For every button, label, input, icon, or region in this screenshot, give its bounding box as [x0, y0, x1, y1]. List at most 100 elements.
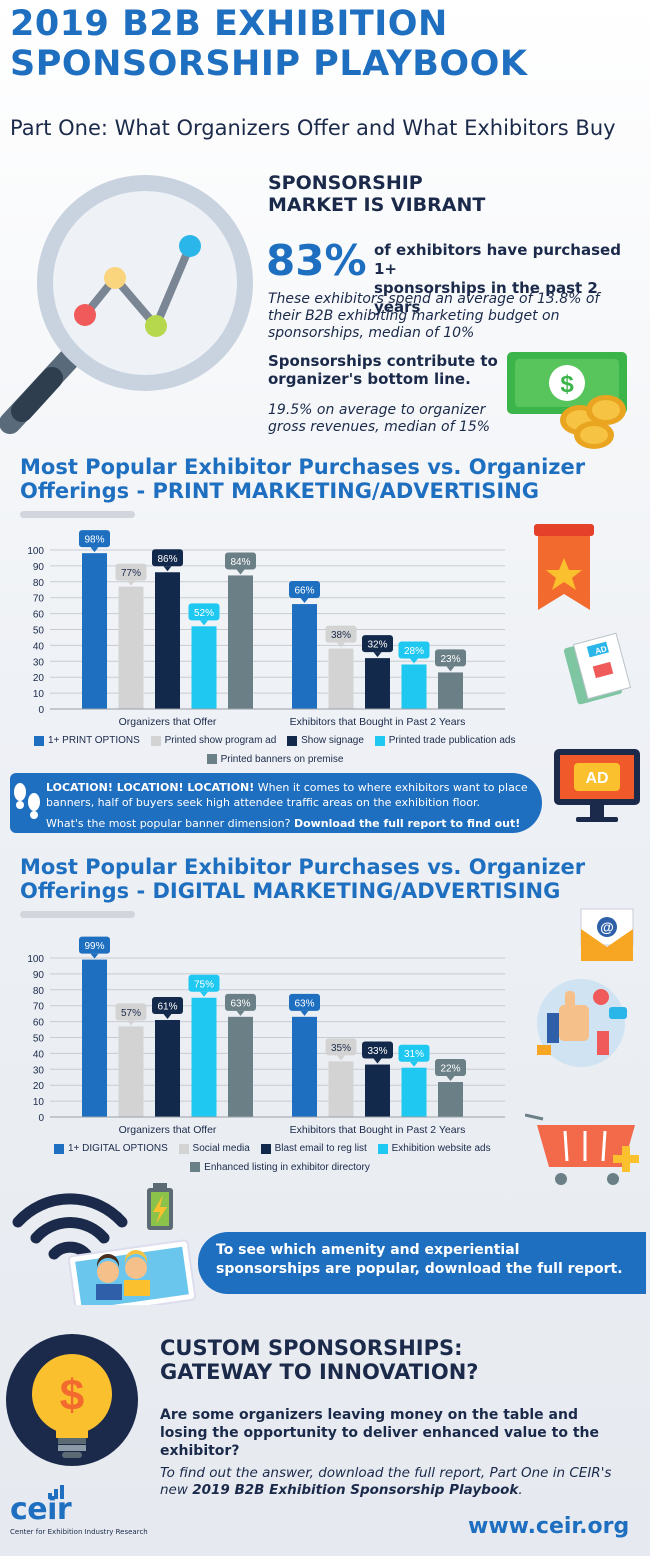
logo-text: ceir: [10, 1492, 72, 1527]
stat-description: of exhibitors have purchased 1+ sponsors…: [374, 241, 644, 317]
y-tick-label: 50: [33, 626, 45, 637]
location-question: What's the most popular banner dimension…: [46, 817, 294, 830]
location-lead: LOCATION! LOCATION! LOCATION!: [46, 781, 255, 794]
data-label: 31%: [404, 1049, 424, 1060]
data-label-pointer: [127, 580, 135, 586]
data-label: 35%: [331, 1043, 351, 1054]
bar: [328, 648, 354, 709]
print-bar-chart: 0 10 20 30 40 50 60 70 80 90 100 98% 77% 86% 52% 84% Org…: [27, 530, 505, 728]
lightbulb-dollar-icon: $: [6, 1334, 138, 1466]
data-label: 38%: [331, 630, 351, 641]
title-line-2: SPONSORSHIP PLAYBOOK: [10, 44, 528, 84]
bar: [191, 626, 217, 709]
bar: [401, 664, 427, 709]
data-label-pointer: [300, 598, 309, 604]
data-label: 61%: [157, 1002, 177, 1013]
legend-show-program: Printed show program ad: [150, 735, 276, 746]
data-label-pointer: [200, 991, 208, 997]
data-label-bubble: [435, 1059, 466, 1077]
data-label-bubble: [79, 936, 110, 954]
data-label: 66%: [294, 586, 314, 597]
data-label: 28%: [404, 646, 424, 657]
print-title-line-2: Offerings - PRINT MARKETING/ADVERTISING: [20, 479, 540, 503]
y-tick-label: 90: [33, 970, 45, 981]
x-category-label: Exhibitors that Bought in Past 2 Years: [290, 1124, 466, 1136]
website-url[interactable]: www.ceir.org: [468, 1514, 630, 1539]
data-label-bubble: [152, 549, 183, 567]
data-label: 84%: [230, 557, 250, 568]
digital-legend: 1+ DIGITAL OPTIONS Social media Blast em…: [54, 1143, 514, 1175]
lightbulb-dollar-text: $: [60, 1371, 84, 1420]
y-tick-label: 80: [33, 986, 45, 997]
data-label-bubble: [152, 997, 183, 1015]
custom-heading-line-1: CUSTOM SPONSORSHIPS:: [160, 1336, 463, 1360]
data-label-pointer: [300, 1010, 309, 1016]
legend-blast-email: Blast email to reg list: [260, 1143, 367, 1154]
legend-show-signage: Show signage: [287, 735, 364, 746]
y-tick-label: 80: [33, 578, 45, 589]
data-label: 63%: [230, 998, 250, 1009]
data-label: 33%: [367, 1046, 387, 1057]
legend-label: Social media: [192, 1143, 250, 1154]
data-label-pointer: [236, 569, 245, 575]
y-tick-label: 50: [33, 1034, 45, 1045]
legend-swatch: [34, 735, 44, 746]
logo-subtitle: Center for Exhibition Industry Research: [10, 1528, 148, 1536]
social-like-icon: [537, 979, 627, 1067]
y-tick-label: 100: [27, 954, 44, 965]
data-label-bubble: [398, 641, 430, 659]
y-tick-label: 70: [33, 594, 45, 605]
data-label: 86%: [157, 554, 177, 565]
bar: [118, 1026, 144, 1117]
y-tick-label: 60: [33, 1018, 45, 1029]
data-label-bubble: [325, 625, 357, 643]
bar: [365, 658, 390, 709]
ceir-logo[interactable]: ceir Center for Exhibition Industry Rese…: [10, 1494, 170, 1537]
y-tick-label: 20: [33, 1081, 45, 1092]
magnifier-chart-icon: [0, 175, 253, 434]
bar: [118, 586, 144, 709]
email-envelope-icon: @: [580, 908, 634, 961]
location-cta[interactable]: Download the full report to find out!: [293, 817, 521, 830]
legend-label: 1+ PRINT OPTIONS: [48, 735, 140, 746]
title-line-1: 2019 B2B EXHIBITION: [10, 4, 448, 44]
data-label-pointer: [200, 620, 208, 626]
data-label-pointer: [236, 1010, 245, 1016]
data-label-bubble: [225, 552, 256, 570]
y-tick-label: 0: [38, 705, 44, 716]
data-label-pointer: [163, 1014, 172, 1020]
amenity-banner[interactable]: To see which amenity and experiential sp…: [198, 1232, 646, 1294]
revenue-text: 19.5% on average to organizer gross reve…: [268, 402, 491, 435]
market-heading-line-2: MARKET IS VIBRANT: [268, 194, 486, 216]
data-label-bubble: [362, 1041, 393, 1059]
bar: [328, 1061, 354, 1117]
data-label: 99%: [84, 941, 104, 952]
data-label-pointer: [127, 1020, 135, 1026]
legend-enhanced-listing: Enhanced listing in exhibitor directory: [190, 1162, 370, 1173]
data-label: 32%: [367, 640, 387, 651]
legend-website-ads: Exhibition website ads: [377, 1143, 491, 1154]
market-heading: SPONSORSHIP MARKET IS VIBRANT: [268, 172, 638, 216]
print-title-line-1: Most Popular Exhibitor Purchases vs. Org…: [20, 455, 586, 479]
legend-label: Exhibition website ads: [391, 1143, 491, 1154]
data-label: 63%: [294, 998, 314, 1009]
data-label-pointer: [446, 1076, 455, 1082]
data-label: 77%: [121, 568, 141, 579]
data-label-bubble: [325, 1038, 357, 1056]
y-tick-label: 70: [33, 1002, 45, 1013]
monitor-ad-label: AD: [585, 770, 608, 787]
data-label-pointer: [446, 666, 455, 672]
bar: [155, 572, 180, 709]
data-label-bubble: [289, 581, 320, 599]
data-label-pointer: [373, 1058, 382, 1064]
data-label-bubble: [362, 635, 393, 653]
custom-heading-line-2: GATEWAY TO INNOVATION?: [160, 1360, 479, 1384]
y-tick-label: 90: [33, 562, 45, 573]
data-label: 23%: [440, 654, 460, 665]
x-category-label: Exhibitors that Bought in Past 2 Years: [290, 716, 466, 728]
bar: [191, 997, 217, 1117]
legend-banners-premise: Printed banners on premise: [206, 754, 343, 765]
data-label-bubble: [79, 530, 110, 548]
data-label-bubble: [398, 1044, 430, 1062]
data-label: 52%: [194, 608, 214, 619]
